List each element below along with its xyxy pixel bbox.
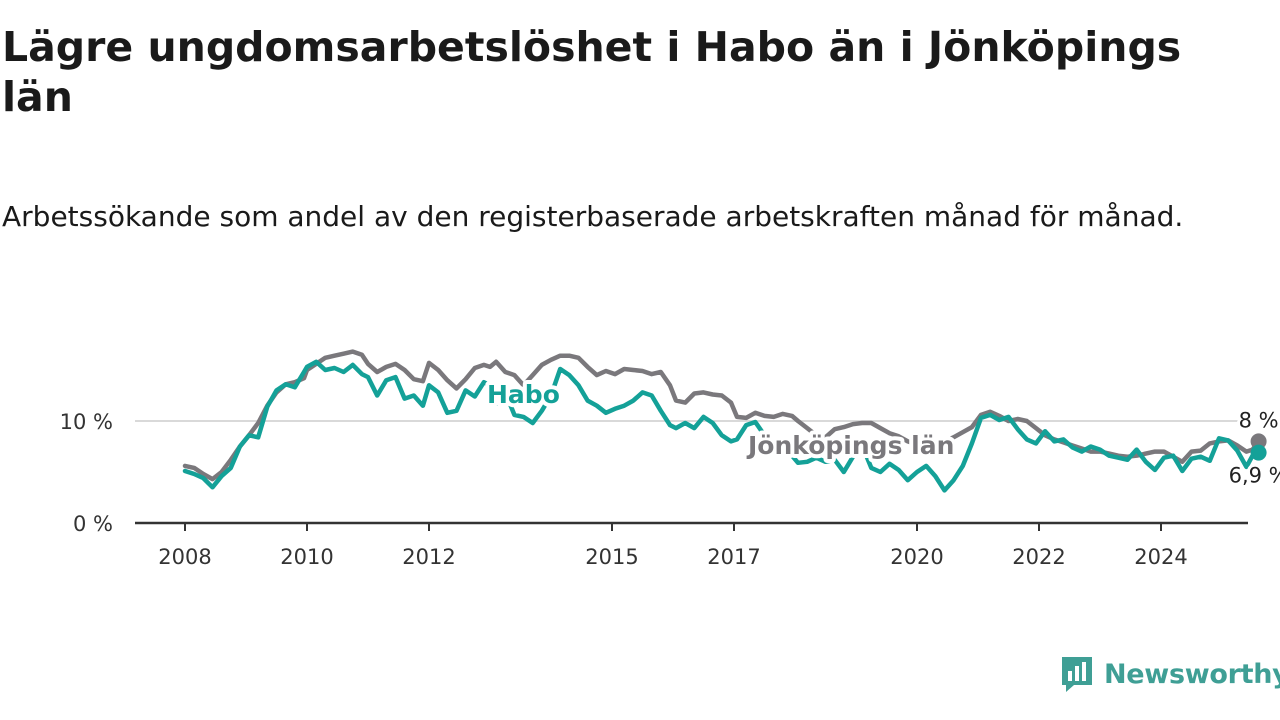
series-end-point <box>1250 433 1267 450</box>
end-value-label: 8 % <box>1239 408 1279 432</box>
axis-ticks: 0 % 10 % 2008 2010 2012 2015 2017 2020 2022 2024 <box>60 410 1188 569</box>
x-tick-label: 2017 <box>707 545 760 569</box>
x-tick-label: 2020 <box>890 545 943 569</box>
x-tick-label: 2015 <box>585 545 638 569</box>
y-tick-label: 10 % <box>60 410 113 434</box>
newsworthy-logo[interactable]: Newsworthy <box>1060 654 1280 694</box>
series-line <box>182 349 1261 482</box>
x-tick-label: 2024 <box>1134 545 1187 569</box>
newsworthy-brand-name: Newsworthy <box>1104 658 1280 690</box>
x-tick-label: 2022 <box>1012 545 1065 569</box>
series-end-point <box>1250 444 1267 461</box>
x-tick-label: 2012 <box>402 545 455 569</box>
series-lines <box>182 349 1267 493</box>
x-tick-label: 2010 <box>280 545 333 569</box>
line-chart: 0 %10 %2008 2010 2012 2015 2017 2020 2022 2024 … <box>60 349 1280 569</box>
series-label-jonkopings-lan: Jönköpings län <box>746 431 954 460</box>
y-tick-label: 0 % <box>73 512 113 536</box>
series-line <box>182 359 1261 493</box>
x-tick-label: 2008 <box>158 545 211 569</box>
end-value-label: 6,9 % <box>1229 464 1280 488</box>
chart-title: Lägre ungdomsarbetslöshet i Habo än i Jö… <box>2 23 1182 121</box>
series-label-habo: Habo <box>487 380 560 409</box>
newsworthy-logo-icon <box>1062 657 1092 692</box>
chart-subtitle: Arbetssökande som andel av den registerb… <box>2 200 1184 233</box>
series-labels: Jönköpings län Habo 8 % 6,9 % <box>483 376 1280 491</box>
